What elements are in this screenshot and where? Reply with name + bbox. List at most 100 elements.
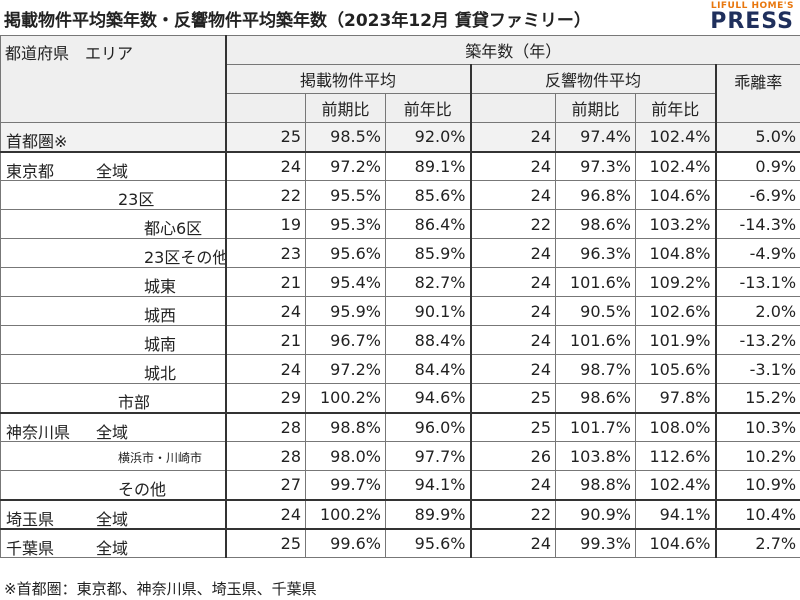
value-cell: 97.2% xyxy=(305,151,386,181)
value-cell: 94.6% xyxy=(385,383,471,414)
prefecture: 埼玉県 xyxy=(6,509,55,529)
value-cell: -6.9% xyxy=(714,180,800,210)
prefecture: 神奈川県 xyxy=(6,422,71,442)
row-label: 千葉県 全域 xyxy=(0,528,226,558)
value-cell: 26 xyxy=(469,441,556,471)
table-row: 城東 21 95.4% 82.7% 24 101.6% 109.2% -13.1% xyxy=(0,267,800,297)
value-cell: 95.5% xyxy=(305,180,386,210)
prefecture: 千葉県 xyxy=(6,538,55,558)
group-header: 掲載物件平均 xyxy=(224,64,471,94)
value-cell: 98.5% xyxy=(305,122,386,153)
logo-main: PRESS xyxy=(710,9,794,34)
value-cell: 24 xyxy=(224,354,306,384)
value-cell: 89.1% xyxy=(385,151,471,181)
table-row: 首都圏※ 25 98.5% 92.0% 24 97.4% 102.4% 5.0% xyxy=(0,122,800,153)
table-row: 市部 29 100.2% 94.6% 25 98.6% 97.8% 15.2% xyxy=(0,383,800,414)
value-cell: 97.4% xyxy=(555,122,636,153)
value-cell: 21 xyxy=(224,267,306,297)
area: 23区その他 xyxy=(144,248,226,267)
value-cell: 97.3% xyxy=(555,151,636,181)
value-cell: 99.3% xyxy=(555,528,636,558)
value-cell: 102.4% xyxy=(635,151,716,181)
table-row: 23区 22 95.5% 85.6% 24 96.8% 104.6% -6.9% xyxy=(0,180,800,210)
value-cell: 10.9% xyxy=(714,470,800,501)
value-cell: 86.4% xyxy=(385,209,471,239)
value-cell: 95.6% xyxy=(305,238,386,268)
table-row: 城西 24 95.9% 90.1% 24 90.5% 102.6% 2.0% xyxy=(0,296,800,326)
value-cell: 94.1% xyxy=(385,470,471,501)
row-label: 23区 xyxy=(0,180,226,210)
value-cell: 102.4% xyxy=(635,470,716,501)
value-cell: -3.1% xyxy=(714,354,800,384)
value-cell: 21 xyxy=(224,325,306,355)
row-label: 城西 xyxy=(0,296,226,326)
area: 城南 xyxy=(144,335,177,354)
value-cell: 22 xyxy=(469,209,556,239)
value-cell: 97.8% xyxy=(635,383,716,414)
value-cell: 94.1% xyxy=(635,499,716,530)
value-cell: 29 xyxy=(224,383,306,414)
area: 全域 xyxy=(96,422,129,442)
value-cell: 0.9% xyxy=(714,151,800,181)
value-cell: 102.6% xyxy=(635,296,716,326)
group-header: 乖離率 xyxy=(714,64,800,123)
value-cell: 103.2% xyxy=(635,209,716,239)
value-cell: 101.7% xyxy=(555,412,636,442)
title: 掲載物件平均築年数・反響物件平均築年数（2023年12月 賃貸ファミリー） xyxy=(4,11,591,31)
header-blank xyxy=(469,93,556,123)
value-cell: 28 xyxy=(224,441,306,471)
value-cell: 5.0% xyxy=(714,122,800,153)
value-cell: 24 xyxy=(469,122,556,153)
value-cell: 98.0% xyxy=(305,441,386,471)
value-cell: 101.6% xyxy=(555,267,636,297)
value-cell: 24 xyxy=(469,296,556,326)
row-label: 城東 xyxy=(0,267,226,297)
logo-sub: LIFULL HOME'S xyxy=(710,1,794,11)
value-cell: 109.2% xyxy=(635,267,716,297)
row-label: 23区その他 xyxy=(0,238,226,268)
value-cell: 89.9% xyxy=(385,499,471,530)
table-row: 千葉県 全域 25 99.6% 95.6% 24 99.3% 104.6% 2.7% xyxy=(0,528,800,558)
area: 全域 xyxy=(96,161,129,181)
value-cell: 85.6% xyxy=(385,180,471,210)
value-cell: 95.9% xyxy=(305,296,386,326)
value-cell: 90.5% xyxy=(555,296,636,326)
value-cell: 10.3% xyxy=(714,412,800,442)
value-cell: 105.6% xyxy=(635,354,716,384)
area: 横浜市・川崎市 xyxy=(118,451,203,465)
value-cell: 15.2% xyxy=(714,383,800,414)
area: 城東 xyxy=(144,277,177,296)
value-cell: 98.8% xyxy=(555,470,636,501)
footnote: ※首都圏：東京都、神奈川県、埼玉県、千葉県 xyxy=(4,580,317,598)
table-row: 神奈川県 全域 28 98.8% 96.0% 25 101.7% 108.0% 10.3% xyxy=(0,412,800,442)
value-cell: 10.4% xyxy=(714,499,800,530)
value-cell: 101.9% xyxy=(635,325,716,355)
area: 全域 xyxy=(96,509,129,529)
value-cell: 98.8% xyxy=(305,412,386,442)
value-cell: 99.7% xyxy=(305,470,386,501)
value-cell: 25 xyxy=(469,383,556,414)
row-label: 市部 xyxy=(0,383,226,414)
value-cell: -14.3% xyxy=(714,209,800,239)
value-cell: 2.7% xyxy=(714,528,800,558)
value-cell: 25 xyxy=(224,528,306,558)
sub-header: 前年比 xyxy=(635,93,716,123)
value-cell: 25 xyxy=(469,412,556,442)
value-cell: 95.4% xyxy=(305,267,386,297)
value-cell: 97.2% xyxy=(305,354,386,384)
area: 都心6区 xyxy=(144,219,203,238)
value-cell: 95.3% xyxy=(305,209,386,239)
value-cell: -4.9% xyxy=(714,238,800,268)
value-cell: 28 xyxy=(224,412,306,442)
table-row: 23区その他 23 95.6% 85.9% 24 96.3% 104.8% -4.9% xyxy=(0,238,800,268)
data-table: 都道府県 エリア 築年数（年） 掲載物件平均 反響物件平均 乖離率 前期比 前年… xyxy=(0,35,800,558)
table-row: 城南 21 96.7% 88.4% 24 101.6% 101.9% -13.2% xyxy=(0,325,800,355)
area: 23区 xyxy=(118,190,155,209)
value-cell: 98.6% xyxy=(555,383,636,414)
area: その他 xyxy=(118,480,167,499)
value-cell: 24 xyxy=(469,528,556,558)
value-cell: 24 xyxy=(224,296,306,326)
area: 城北 xyxy=(144,364,177,383)
table-body: 首都圏※ 25 98.5% 92.0% 24 97.4% 102.4% 5.0% 東京都 全域 24… xyxy=(0,122,800,558)
